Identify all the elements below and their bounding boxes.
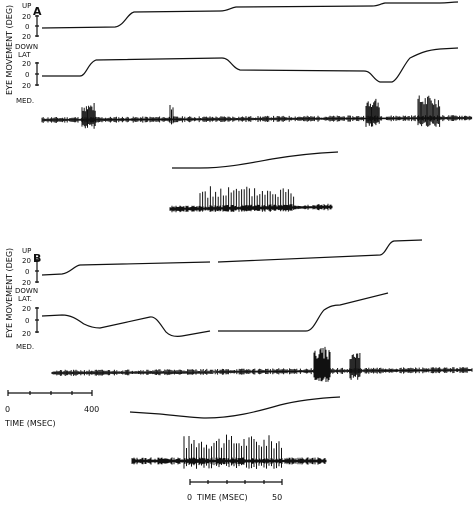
panel-b-horiz-axis <box>35 307 39 333</box>
panel-b-vert-tick-top: 20 <box>22 257 31 265</box>
panel-b-vertical-trace-left <box>41 261 211 276</box>
panel-a-fast-noise <box>169 203 333 213</box>
panel-a-vert-axis <box>35 15 39 37</box>
panel-a-fast-eye-trace <box>172 151 339 169</box>
panel-b-horizontal-trace-right <box>218 292 389 332</box>
panel-a-up-label: UP <box>22 2 31 10</box>
panel-a: EYE MOVEMENT (DEG) A UP 20 0 20 DOWN LAT… <box>5 1 473 213</box>
panel-b-ylabel: EYE MOVEMENT (DEG) <box>5 248 14 338</box>
fast-scale-end: 50 <box>272 493 282 502</box>
panel-a-vert-tick-top: 20 <box>22 13 31 21</box>
panel-b-horiz-tick-top: 20 <box>22 305 31 313</box>
panel-a-vert-tick-bot: 20 <box>22 33 31 41</box>
slow-scale-start: 0 <box>5 405 10 414</box>
fast-scale-label: TIME (MSEC) <box>196 493 248 502</box>
panel-a-spike-burst <box>81 95 441 129</box>
panel-b-lat-label: LAT. <box>18 295 32 303</box>
panel-a-down-label: DOWN <box>15 43 38 51</box>
panel-b-vert-axis <box>35 259 39 283</box>
panel-b-fast-burst <box>183 434 282 469</box>
panel-a-horiz-axis <box>35 62 39 86</box>
panel-b-spike-train <box>51 346 473 382</box>
slow-scale-end: 400 <box>84 405 99 414</box>
slow-time-scale: 0 400 TIME (MSEC) <box>4 390 99 428</box>
panel-a-spike-train <box>41 95 473 129</box>
panel-a-vert-tick-mid: 0 <box>25 23 29 31</box>
fast-time-scale: 0 50 TIME (MSEC) <box>187 479 283 502</box>
panel-a-lat-label: LAT <box>18 51 31 59</box>
panel-b-fast-eye-trace <box>129 396 341 419</box>
panel-a-horiz-tick-mid: 0 <box>25 71 29 79</box>
panel-a-label: A <box>33 5 42 18</box>
panel-b-horiz-tick-bot: 20 <box>22 330 31 338</box>
panel-b-spike-train-noise <box>51 367 473 376</box>
panel-a-horizontal-trace <box>42 47 459 83</box>
panel-b-med-label: MED. <box>16 343 34 351</box>
panel-b-vert-tick-mid: 0 <box>25 268 29 276</box>
panel-b-vert-tick-bot: 20 <box>22 279 31 287</box>
panel-b-fast-spike-train <box>131 434 327 469</box>
fast-scale-start: 0 <box>187 493 192 502</box>
panel-a-med-label: MED. <box>16 97 34 105</box>
panel-a-fast-burst <box>199 186 295 212</box>
panel-b: EYE MOVEMENT (DEG) B UP 20 0 20 DOWN LAT… <box>4 239 473 502</box>
panel-b-horizontal-trace-left <box>41 314 211 337</box>
slow-scale-label: TIME (MSEC) <box>4 419 56 428</box>
panel-a-spike-train-noise <box>41 115 473 123</box>
panel-b-vertical-trace-right <box>217 239 423 263</box>
panel-b-label: B <box>33 252 41 265</box>
panel-b-spike-burst <box>313 346 361 382</box>
panel-b-horiz-tick-mid: 0 <box>25 317 29 325</box>
panel-a-horiz-tick-bot: 20 <box>22 82 31 90</box>
panel-a-fast-spike-train <box>169 186 333 213</box>
panel-b-down-label: DOWN <box>15 287 38 295</box>
panel-a-horiz-tick-top: 20 <box>22 60 31 68</box>
panel-b-up-label: UP <box>22 247 31 255</box>
panel-a-vertical-trace <box>41 1 459 29</box>
panel-a-ylabel: EYE MOVEMENT (DEG) <box>5 5 14 95</box>
